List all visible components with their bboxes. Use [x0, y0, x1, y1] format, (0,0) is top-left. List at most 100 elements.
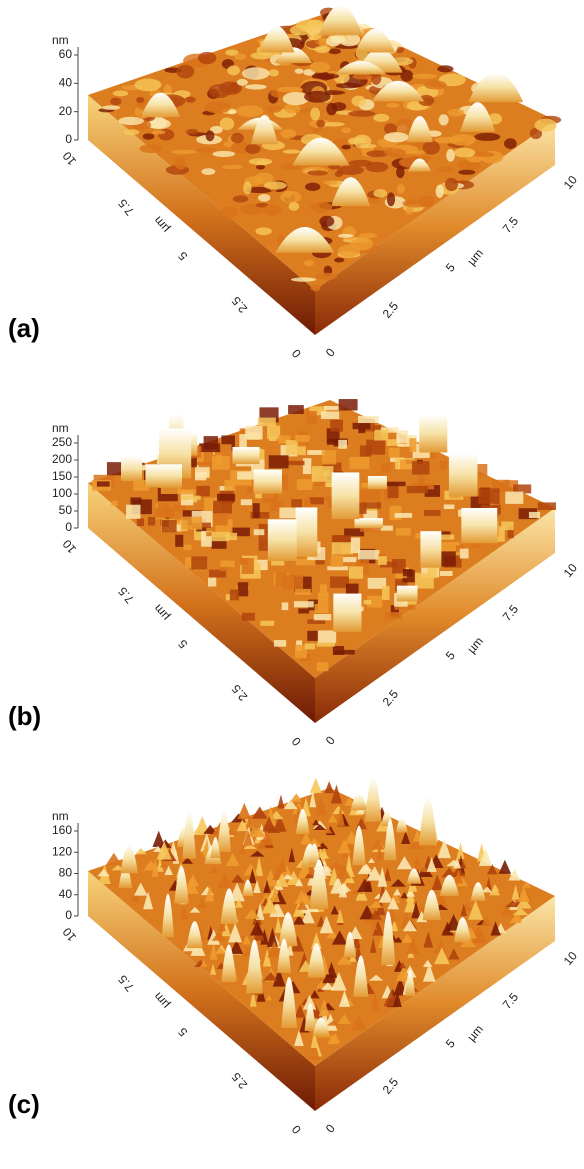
- texture: [268, 455, 289, 469]
- texture: [211, 930, 226, 941]
- texture: [368, 974, 384, 981]
- texture: [396, 118, 414, 133]
- texture: [367, 595, 383, 608]
- texture: [386, 192, 396, 207]
- texture: [210, 125, 223, 134]
- texture: [326, 102, 338, 116]
- texture: [418, 474, 425, 486]
- texture: [306, 19, 325, 30]
- y-tick-label: 10: [60, 925, 80, 944]
- texture: [395, 46, 405, 54]
- texture: [315, 73, 340, 80]
- texture: [161, 519, 177, 533]
- texture: [309, 61, 331, 73]
- texture: [503, 138, 517, 149]
- texture: [198, 462, 218, 468]
- texture: [236, 105, 264, 117]
- texture: [514, 910, 523, 922]
- texture: [256, 164, 265, 170]
- z-tick-label: 20: [59, 104, 73, 118]
- side-face: [88, 95, 315, 335]
- texture: [440, 534, 455, 540]
- texture: [383, 867, 392, 881]
- y-tick-label: 7.5: [115, 584, 137, 606]
- texture: [240, 499, 253, 506]
- texture: [378, 888, 394, 903]
- peak: [352, 825, 366, 866]
- texture: [352, 73, 373, 80]
- x-tick-label: 5: [443, 648, 458, 662]
- peak: [217, 810, 231, 852]
- texture: [392, 991, 402, 1008]
- texture: [366, 150, 389, 158]
- texture: [291, 499, 303, 509]
- texture: [227, 65, 240, 76]
- texture: [446, 148, 455, 162]
- texture: [245, 425, 263, 440]
- x-tick-label: 10: [561, 561, 581, 580]
- texture: [513, 484, 532, 494]
- peak: [182, 810, 197, 859]
- x-tick-label: 7.5: [500, 214, 522, 236]
- texture: [258, 537, 269, 551]
- y-tick-label: 10: [60, 149, 80, 168]
- texture: [320, 982, 335, 990]
- texture: [486, 863, 498, 875]
- texture: [288, 405, 304, 414]
- texture: [333, 71, 350, 84]
- texture: [491, 884, 500, 892]
- texture: [363, 599, 372, 605]
- texture: [438, 73, 466, 87]
- texture: [441, 867, 457, 878]
- texture: [326, 36, 341, 47]
- texture: [323, 866, 333, 872]
- y-unit: µm: [151, 214, 173, 236]
- texture: [142, 133, 155, 140]
- texture: [156, 858, 164, 872]
- texture: [277, 86, 304, 93]
- texture: [498, 859, 512, 874]
- texture: [289, 24, 312, 36]
- texture: [319, 215, 335, 227]
- texture: [327, 1034, 338, 1045]
- texture: [281, 474, 288, 490]
- texture: [422, 963, 436, 982]
- texture: [335, 863, 351, 879]
- texture: [286, 870, 301, 885]
- peak: [275, 226, 335, 253]
- texture: [334, 257, 345, 263]
- texture: [176, 64, 195, 79]
- texture: [392, 558, 406, 574]
- texture: [237, 471, 255, 480]
- texture: [370, 71, 382, 85]
- texture: [263, 971, 278, 981]
- texture: [331, 972, 347, 991]
- texture: [528, 511, 541, 519]
- x-tick-label: 7.5: [500, 602, 522, 624]
- texture: [214, 444, 232, 455]
- peak: [242, 879, 254, 897]
- texture: [460, 903, 467, 916]
- peak: [353, 955, 369, 998]
- texture: [505, 491, 524, 504]
- texture: [187, 455, 197, 468]
- texture: [136, 518, 144, 527]
- peak: [308, 843, 321, 865]
- y-tick-label: 0: [289, 734, 304, 748]
- texture: [312, 819, 320, 826]
- texture: [173, 504, 186, 511]
- afm-panel: nm 0 20 40 60 0 2.5 5 7.5 10 µm 0 2.5 5 7.5 10 µm (a): [8, 4, 580, 361]
- texture: [237, 802, 252, 820]
- texture: [448, 948, 460, 960]
- texture: [400, 892, 408, 899]
- texture: [282, 92, 309, 106]
- peak: [318, 4, 363, 36]
- texture: [399, 459, 417, 470]
- texture: [302, 458, 312, 475]
- texture: [220, 560, 235, 568]
- texture: [370, 992, 380, 1011]
- texture: [367, 857, 375, 863]
- texture: [517, 887, 531, 903]
- texture: [225, 49, 239, 56]
- texture: [139, 144, 163, 154]
